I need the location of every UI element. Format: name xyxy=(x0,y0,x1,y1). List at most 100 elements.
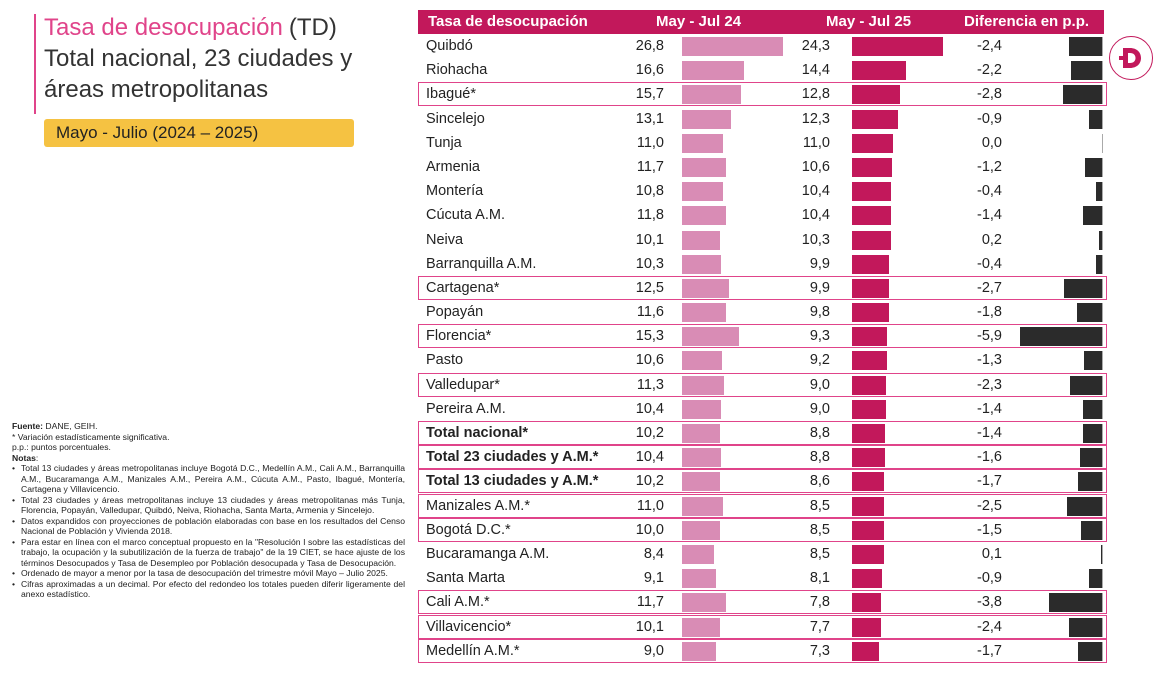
bar-2024 xyxy=(682,303,726,323)
row-value-2025: 9,8 xyxy=(809,304,830,321)
note-item: Total 13 ciudades y áreas metropolitanas… xyxy=(12,463,405,495)
row-value-2025: 7,3 xyxy=(809,642,830,659)
bar-2025 xyxy=(852,206,891,226)
row-value-diff: -2,4 xyxy=(977,38,1002,54)
bar-2025 xyxy=(852,303,889,323)
row-value-diff: -1,3 xyxy=(977,352,1002,369)
title-abbr: (TD) xyxy=(288,14,337,41)
row-value-diff: 0,2 xyxy=(981,231,1002,248)
note-significance: * Variación estadísticamente significati… xyxy=(12,431,170,442)
row-city-label: Florencia* xyxy=(426,328,492,345)
row-value-2024: 11,6 xyxy=(636,304,664,321)
row-value-diff: -1,4 xyxy=(977,400,1002,417)
row-value-2025: 10,4 xyxy=(801,183,830,200)
bar-diff xyxy=(1083,351,1103,371)
row-value-2025: 12,8 xyxy=(801,86,830,103)
bar-diff xyxy=(1081,520,1103,540)
row-highlight-frame xyxy=(418,82,1107,107)
note-item: Para estar en línea con el marco concept… xyxy=(12,537,405,569)
bar-2024 xyxy=(682,109,732,129)
bar-diff xyxy=(1063,85,1103,105)
bar-2025 xyxy=(852,593,882,613)
row-value-diff: -2,4 xyxy=(977,618,1002,635)
bar-2024 xyxy=(682,182,723,202)
period-badge: Mayo - Julio (2024 – 2025) xyxy=(44,119,354,147)
bar-diff xyxy=(1082,424,1103,443)
row-value-diff: -0,9 xyxy=(977,110,1002,127)
row-highlight-frame xyxy=(418,517,1107,542)
row-city-label: Cúcuta A.M. xyxy=(426,207,505,224)
row-value-2025: 7,7 xyxy=(809,618,830,635)
row-value-2024: 11,0 xyxy=(636,497,664,514)
row-city-label: Tunja xyxy=(426,134,462,151)
row-value-diff: -3,8 xyxy=(977,594,1002,611)
table-header-bg xyxy=(418,10,1104,34)
row-city-label: Montería xyxy=(426,183,484,200)
bar-2024 xyxy=(682,157,726,177)
row-value-2024: 11,7 xyxy=(636,594,664,611)
bar-2025 xyxy=(852,61,906,81)
bar-2025 xyxy=(852,351,887,371)
row-value-diff: 0,1 xyxy=(981,545,1002,562)
row-city-label: Total 23 ciudades y A.M.* xyxy=(426,449,599,466)
table-row: Cali A.M.* 11,7 7,8 -3,8 xyxy=(418,590,1108,615)
bar-diff xyxy=(1089,569,1103,589)
row-city-label: Riohacha xyxy=(426,62,488,79)
bar-diff xyxy=(1064,278,1103,298)
bar-2024 xyxy=(682,206,727,226)
bar-diff xyxy=(1085,157,1103,177)
bar-diff xyxy=(1070,375,1103,395)
row-value-diff: 0,0 xyxy=(981,134,1002,151)
row-value-diff: -1,6 xyxy=(977,449,1002,466)
table-row: Cúcuta A.M. 11,8 10,4 -1,4 xyxy=(418,203,1108,227)
bar-diff xyxy=(1071,61,1103,81)
title-block: Tasa de desocupación (TD) Total nacional,… xyxy=(44,12,404,105)
row-city-label: Bucaramanga A.M. xyxy=(426,545,550,562)
bar-2024 xyxy=(682,617,720,637)
note-item: Ordenado de mayor a menor por la tasa de… xyxy=(12,568,405,579)
unemployment-table: Tasa de desocupación May - Jul 24 May - … xyxy=(418,10,1108,663)
row-value-2024: 8,4 xyxy=(643,545,664,562)
row-city-label: Cali A.M.* xyxy=(426,594,490,611)
table-row: Armenia 11,7 10,6 -1,2 xyxy=(418,155,1108,179)
row-value-diff: -0,4 xyxy=(977,255,1002,272)
row-value-diff: -2,3 xyxy=(977,376,1002,393)
row-value-2024: 16,6 xyxy=(635,62,664,79)
row-value-2024: 10,8 xyxy=(635,183,664,200)
row-city-label: Popayán xyxy=(426,304,484,321)
row-value-2025: 10,4 xyxy=(801,207,830,224)
table-row: Neiva 10,1 10,3 0,2 xyxy=(418,228,1108,252)
row-value-2024: 10,4 xyxy=(635,400,664,417)
bar-2024 xyxy=(682,133,724,153)
row-value-2024: 9,0 xyxy=(643,642,664,659)
row-value-2024: 10,2 xyxy=(635,425,664,441)
bar-2024 xyxy=(682,254,721,274)
bar-2025 xyxy=(852,641,880,661)
source-line: Fuente: DANE, GEIH. xyxy=(12,421,405,432)
col-header-diff: Diferencia en p.p. xyxy=(964,13,1090,30)
bar-2024 xyxy=(682,375,725,395)
table-row: Valledupar* 11,3 9,0 -2,3 xyxy=(418,372,1108,397)
bar-2025 xyxy=(852,544,884,564)
table-row: Total 23 ciudades y A.M.* 10,4 8,8 -1,6 xyxy=(418,445,1108,470)
row-value-2025: 8,5 xyxy=(809,497,830,514)
row-value-2024: 15,3 xyxy=(635,328,664,345)
row-value-diff: -0,9 xyxy=(977,570,1002,587)
row-city-label: Valledupar* xyxy=(426,376,500,393)
row-value-2025: 7,8 xyxy=(809,594,830,611)
table-row: Barranquilla A.M. 10,3 9,9 -0,4 xyxy=(418,252,1108,276)
row-value-2025: 9,3 xyxy=(809,328,830,345)
logo-d-icon xyxy=(1119,48,1141,68)
bar-diff xyxy=(1089,109,1103,129)
row-city-label: Villavicencio* xyxy=(426,618,512,635)
notes-label: Notas xyxy=(12,452,36,463)
row-value-2025: 8,6 xyxy=(809,473,830,490)
bar-diff xyxy=(1096,182,1103,202)
bar-2025 xyxy=(852,496,884,516)
row-value-2024: 10,0 xyxy=(635,521,664,538)
row-highlight-frame xyxy=(418,275,1107,300)
bar-2025 xyxy=(852,182,891,202)
col-header-city: Tasa de desocupación xyxy=(428,13,588,30)
row-value-diff: -1,8 xyxy=(977,304,1002,321)
row-value-2024: 13,1 xyxy=(635,110,664,127)
